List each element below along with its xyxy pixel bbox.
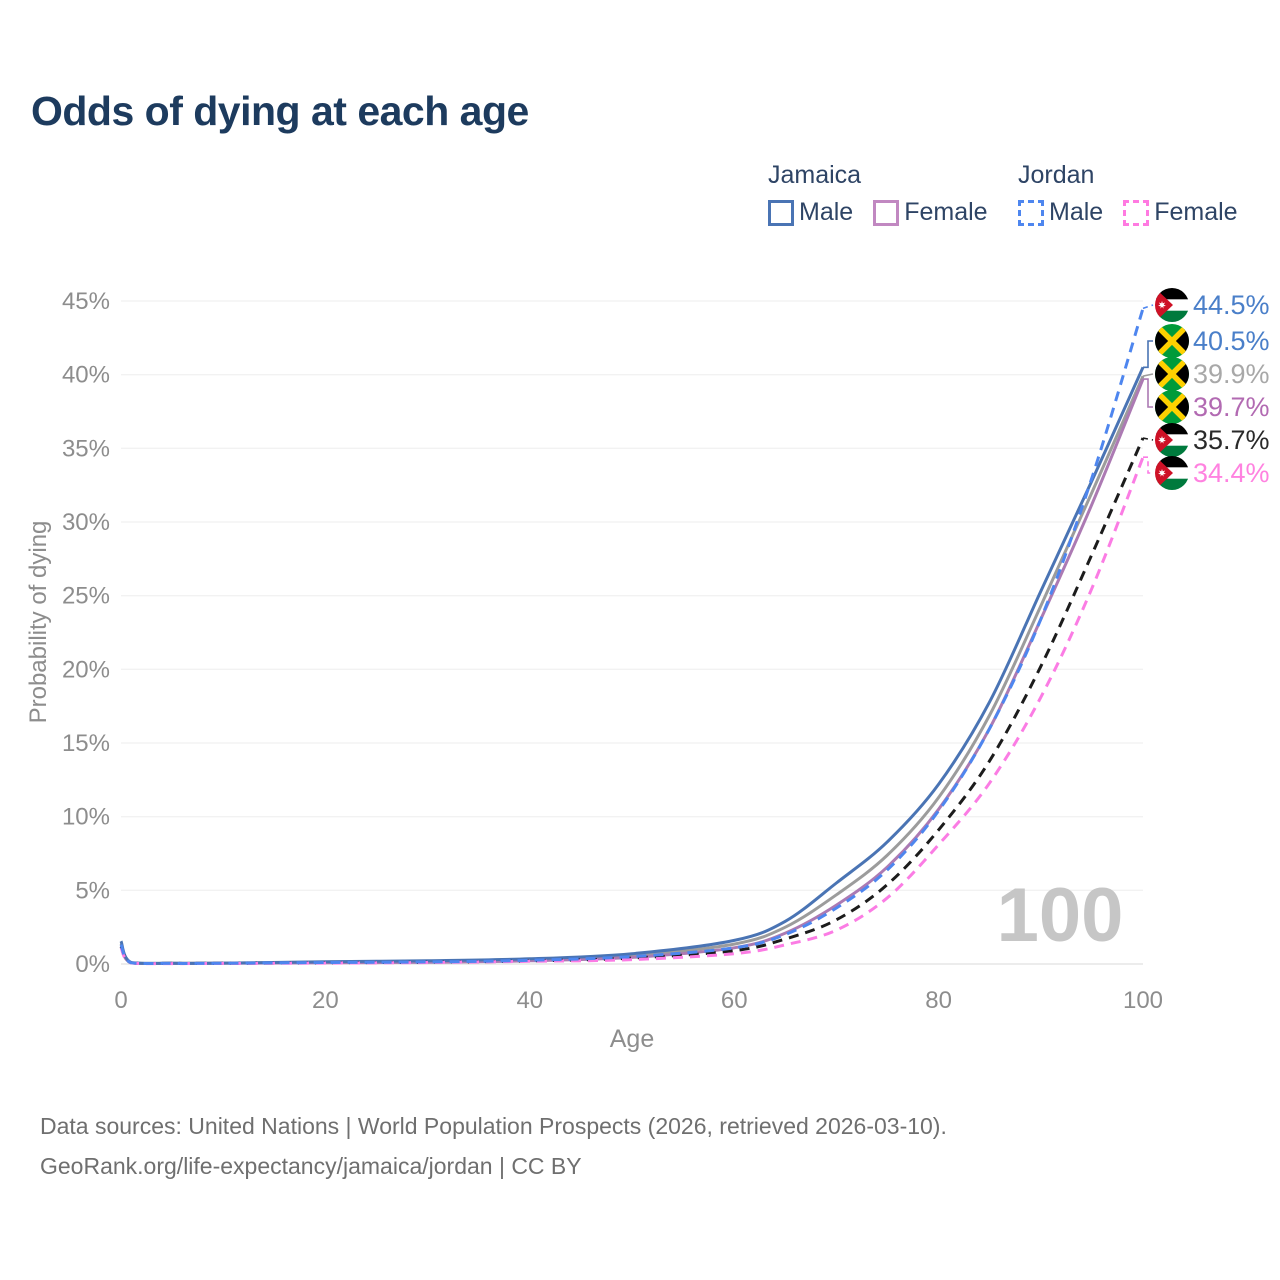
x-tick-label: 40 [516,987,543,1014]
chart-footer: Data sources: United Nations | World Pop… [40,1106,947,1186]
y-tick-label: 15% [62,730,110,757]
label-leader-jordan-female [1143,456,1153,474]
data-sources-text: Data sources: United Nations | World Pop… [40,1113,947,1139]
end-value-label-jordan-female: 34.4% [1193,458,1270,488]
y-tick-label: 20% [62,656,110,683]
legend-swatch-jordan-male[interactable] [1018,199,1044,226]
label-leader-jamaica-female [1143,378,1153,408]
y-axis-title: Probability of dying [25,521,52,724]
jamaica-flag-icon [1155,357,1189,391]
label-leader-jordan-male [1142,304,1154,310]
legend-swatch-jamaica-female[interactable] [873,199,900,226]
attribution-text: GeoRank.org/life-expectancy/jamaica/jord… [40,1153,582,1179]
y-tick-label: 25% [62,583,110,610]
x-tick-label: 0 [114,987,127,1014]
legend-label-jamaica-male[interactable]: Male [799,198,854,226]
legend-swatch-jamaica-male[interactable] [768,199,794,226]
x-tick-label: 60 [721,987,748,1014]
y-tick-label: 40% [62,362,110,389]
jamaica-flag-icon [1155,390,1189,424]
y-tick-label: 45% [62,288,110,315]
y-tick-label: 5% [75,877,110,904]
x-tick-label: 20 [312,987,339,1014]
y-tick-label: 0% [75,951,110,978]
legend-group-jamaica: Jamaica Male Female [768,161,1008,227]
x-axis-title: Age [610,1025,654,1053]
jordan-flag-icon [1155,456,1189,490]
legend-country-jordan[interactable]: Jordan [1018,161,1095,189]
end-value-label-jordan: 35.7% [1193,425,1270,455]
legend-group-jordan: Jordan Male Female [1018,161,1258,227]
end-value-label-jordan-male: 44.5% [1193,290,1270,320]
legend-label-jordan-female[interactable]: Female [1154,198,1238,226]
y-tick-label: 10% [62,804,110,831]
x-tick-label: 100 [1123,987,1163,1014]
series-line-jordan-male[interactable] [119,307,1145,966]
page-title: Odds of dying at each age [31,88,529,134]
y-tick-label: 30% [62,509,110,536]
end-value-label-jamaica: 39.9% [1193,359,1270,389]
age-watermark: 100 [997,873,1124,958]
plot-area[interactable] [121,281,1143,964]
jamaica-flag-icon [1155,324,1189,358]
legend-country-jamaica[interactable]: Jamaica [768,161,862,189]
jordan-flag-icon [1155,288,1189,322]
y-tick-label: 35% [62,435,110,462]
legend-label-jordan-male[interactable]: Male [1049,198,1104,226]
end-value-label-jamaica-female: 39.7% [1193,392,1270,422]
legend-swatch-jordan-female[interactable] [1123,199,1150,226]
series-line-jordan-female[interactable] [119,456,1145,966]
jordan-flag-icon [1155,423,1189,457]
end-value-label-jamaica-male: 40.5% [1193,326,1270,356]
label-leader-jamaica-male [1143,340,1153,369]
legend-label-jamaica-female[interactable]: Female [904,198,988,226]
label-leader-jordan [1142,437,1154,441]
label-leader-jamaica [1142,373,1154,377]
x-tick-label: 80 [925,987,952,1014]
